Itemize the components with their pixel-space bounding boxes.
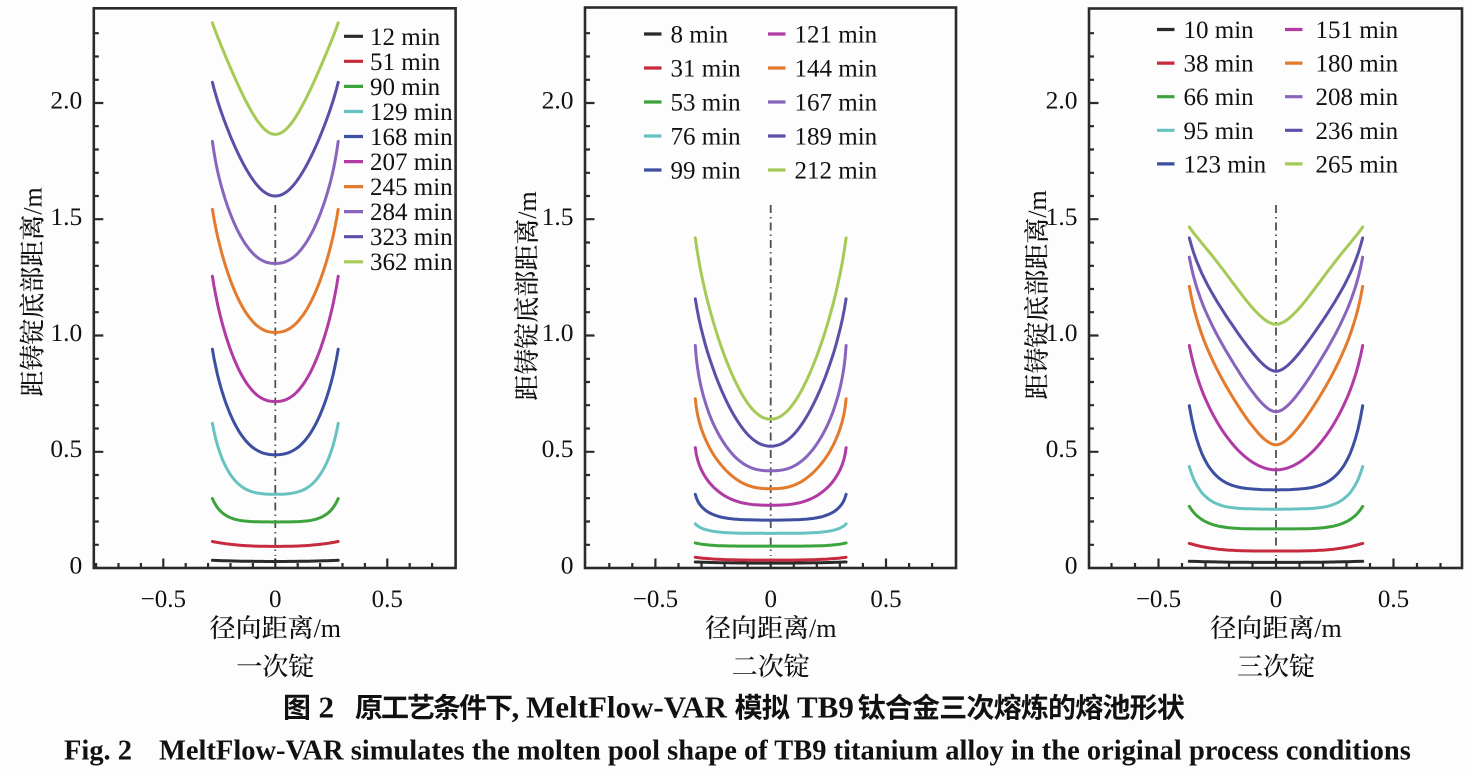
svg-text:0.5: 0.5 <box>870 586 901 613</box>
svg-text:2.0: 2.0 <box>50 86 82 115</box>
svg-text:0.5: 0.5 <box>1378 586 1409 613</box>
svg-text:0.5: 0.5 <box>542 434 574 463</box>
svg-text:8 min: 8 min <box>671 22 729 49</box>
svg-text:Fig. 2: Fig. 2 <box>64 736 132 767</box>
svg-text:0: 0 <box>70 551 83 580</box>
svg-text:0.5: 0.5 <box>372 586 403 613</box>
svg-text:245 min: 245 min <box>370 174 453 201</box>
svg-text:212 min: 212 min <box>795 158 878 185</box>
svg-text:123 min: 123 min <box>1184 151 1267 178</box>
svg-text:0: 0 <box>561 551 574 580</box>
svg-text:284 min: 284 min <box>370 199 453 226</box>
svg-text:168 min: 168 min <box>370 124 453 151</box>
svg-text:167 min: 167 min <box>795 90 878 117</box>
svg-text:0: 0 <box>1270 586 1283 613</box>
svg-text:38 min: 38 min <box>1184 51 1255 78</box>
svg-text:66 min: 66 min <box>1184 84 1255 111</box>
svg-text:/m: /m <box>19 187 48 214</box>
svg-text:189 min: 189 min <box>795 124 878 151</box>
svg-text:0: 0 <box>764 586 777 613</box>
svg-text:2.0: 2.0 <box>542 86 574 115</box>
svg-text:151 min: 151 min <box>1316 17 1399 44</box>
svg-text:90 min: 90 min <box>370 74 441 101</box>
svg-text:/m: /m <box>1023 190 1052 217</box>
svg-text:236 min: 236 min <box>1316 118 1399 145</box>
svg-text:323 min: 323 min <box>370 224 453 251</box>
svg-text:129 min: 129 min <box>370 99 453 126</box>
svg-text:−0.5: −0.5 <box>1136 586 1181 613</box>
svg-text:207 min: 207 min <box>370 149 453 176</box>
svg-text:,: , <box>512 690 520 725</box>
svg-text:1.0: 1.0 <box>1046 318 1078 347</box>
svg-text:0.5: 0.5 <box>1046 434 1078 463</box>
svg-text:10 min: 10 min <box>1184 17 1255 44</box>
svg-text:MeltFlow-VAR: MeltFlow-VAR <box>526 690 727 725</box>
svg-text:0: 0 <box>1065 551 1078 580</box>
svg-text:53 min: 53 min <box>671 90 742 117</box>
svg-text:/m: /m <box>809 614 836 643</box>
svg-text:1.0: 1.0 <box>542 318 574 347</box>
svg-text:/m: /m <box>314 614 341 643</box>
svg-text:/m: /m <box>513 191 542 218</box>
svg-text:−0.5: −0.5 <box>141 586 186 613</box>
svg-text:362 min: 362 min <box>370 249 453 276</box>
svg-text:1.0: 1.0 <box>50 318 82 347</box>
svg-text:208 min: 208 min <box>1316 84 1399 111</box>
svg-text:1.5: 1.5 <box>542 202 574 231</box>
svg-text:1.5: 1.5 <box>50 202 82 231</box>
svg-text:0: 0 <box>269 586 282 613</box>
svg-text:265 min: 265 min <box>1316 151 1399 178</box>
svg-text:12 min: 12 min <box>370 24 441 51</box>
svg-text:2.0: 2.0 <box>1046 86 1078 115</box>
svg-text:31 min: 31 min <box>671 56 742 83</box>
svg-text:MeltFlow-VAR simulates the mol: MeltFlow-VAR simulates the molten pool s… <box>159 736 1411 767</box>
svg-text:2: 2 <box>319 690 335 725</box>
svg-text:99 min: 99 min <box>671 158 742 185</box>
svg-text:1.5: 1.5 <box>1046 202 1078 231</box>
svg-text:121 min: 121 min <box>795 22 878 49</box>
svg-text:TB9: TB9 <box>797 690 854 725</box>
svg-text:180 min: 180 min <box>1316 51 1399 78</box>
svg-text:144 min: 144 min <box>795 56 878 83</box>
svg-text:51 min: 51 min <box>370 49 441 76</box>
svg-text:0.5: 0.5 <box>50 434 82 463</box>
svg-text:−0.5: −0.5 <box>633 586 678 613</box>
svg-text:76 min: 76 min <box>671 124 742 151</box>
svg-text:/m: /m <box>1314 614 1341 643</box>
svg-text:95 min: 95 min <box>1184 118 1255 145</box>
